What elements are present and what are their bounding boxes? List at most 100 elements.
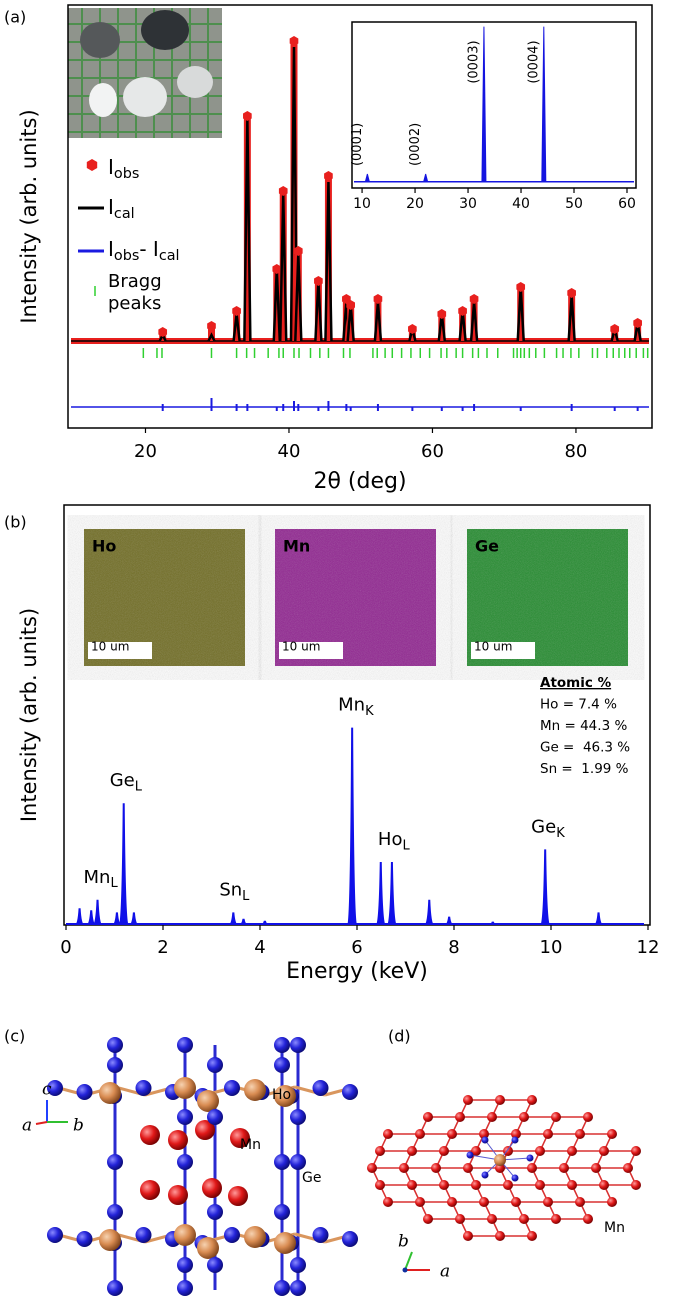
atom — [519, 1214, 529, 1224]
atom — [527, 1163, 537, 1173]
subscript: K — [365, 704, 374, 719]
obs-point — [610, 324, 620, 334]
obs-point — [437, 309, 447, 319]
panel-label: (b) — [4, 513, 27, 532]
legend-swatch — [86, 159, 98, 171]
spectrum-peak — [92, 899, 103, 925]
atom — [607, 1129, 617, 1139]
atom — [535, 1146, 545, 1156]
atom — [168, 1130, 188, 1150]
x-axis-title: 2θ (deg) — [313, 469, 406, 494]
spectrum-peak — [259, 920, 270, 925]
atom — [177, 1109, 193, 1125]
subscript: L — [135, 779, 143, 794]
atom — [290, 1280, 306, 1296]
atom — [471, 1180, 481, 1190]
spectrum-peak — [540, 849, 551, 925]
atom — [140, 1125, 160, 1145]
legend-label: Ical — [108, 195, 135, 223]
atom — [527, 1231, 537, 1241]
atom — [197, 1237, 219, 1259]
atom — [399, 1163, 409, 1173]
atom — [244, 1079, 266, 1101]
scale-bar — [471, 642, 535, 659]
spectrum-peak — [238, 918, 249, 925]
text-part: Sn — [219, 879, 242, 900]
atom — [527, 1095, 537, 1105]
axis-arrow — [404, 1251, 413, 1271]
obs-point — [272, 264, 282, 274]
atom — [599, 1146, 609, 1156]
atom — [575, 1197, 585, 1207]
atom-label: Ho — [272, 1087, 291, 1103]
atom — [177, 1280, 193, 1296]
atom — [551, 1112, 561, 1122]
map-label: Ge — [475, 537, 499, 556]
axis-label: a — [22, 1116, 32, 1136]
spectrum-peak — [593, 912, 604, 925]
atom — [312, 1227, 329, 1243]
legend-label: Bragg — [108, 271, 162, 292]
atom — [207, 1109, 223, 1125]
atom — [244, 1226, 266, 1248]
obs-point — [158, 327, 168, 337]
legend-label: Iobs — [108, 155, 139, 183]
composition-line: Atomic % — [540, 675, 612, 691]
x-tick-label: 20 — [134, 441, 157, 462]
atom — [623, 1163, 633, 1173]
atom — [207, 1204, 223, 1220]
text-part: Ge — [531, 816, 556, 837]
x-tick-label: 12 — [637, 937, 660, 958]
atom — [466, 1151, 474, 1159]
peak-label: (0001) — [350, 123, 365, 166]
atom — [423, 1214, 433, 1224]
map-label: Ho — [92, 537, 116, 556]
atom — [575, 1129, 585, 1139]
text-part: I — [108, 155, 114, 179]
atom — [107, 1280, 123, 1296]
atom — [99, 1229, 121, 1251]
x-axis-title: Energy (keV) — [286, 959, 428, 984]
plot-frame — [67, 4, 653, 429]
spectrum-peak — [86, 910, 97, 925]
obs-point — [408, 324, 417, 334]
obs-point — [373, 294, 383, 304]
atom — [207, 1257, 223, 1273]
inset-peak — [541, 26, 547, 183]
obs-point — [633, 318, 642, 328]
atom — [230, 1128, 250, 1148]
x-tick-label: 20 — [406, 196, 424, 212]
atom — [177, 1257, 193, 1273]
atom — [274, 1154, 290, 1170]
obs-point — [346, 300, 356, 310]
atom — [463, 1163, 473, 1173]
x-tick-label: 4 — [254, 937, 265, 958]
panel-label: (d) — [388, 1027, 411, 1046]
subscript: L — [242, 888, 250, 903]
obs-point — [278, 186, 288, 196]
atom — [407, 1146, 417, 1156]
atom — [224, 1080, 240, 1096]
x-tick-label: 50 — [565, 196, 583, 212]
atom — [511, 1197, 521, 1207]
atom — [342, 1084, 358, 1100]
atom — [342, 1231, 358, 1247]
y-axis-title: Intensity (arb. units) — [17, 608, 41, 822]
atom — [107, 1204, 123, 1220]
x-tick-label: 40 — [512, 196, 530, 212]
spectrum-peak — [444, 916, 455, 925]
atom — [224, 1227, 240, 1243]
subscript: cal — [159, 248, 180, 264]
obs-point — [207, 321, 216, 331]
composition-line: Ge = 46.3 % — [540, 740, 630, 756]
peak-label: MnL — [84, 867, 119, 891]
atom — [290, 1037, 306, 1053]
scale-bar-label: 10 um — [282, 640, 320, 654]
atom — [519, 1112, 529, 1122]
atom — [107, 1154, 123, 1170]
atom — [177, 1037, 193, 1053]
y-axis-title: Intensity (arb. units) — [17, 109, 41, 323]
inset-peak — [481, 26, 487, 183]
atom — [439, 1180, 449, 1190]
atom — [447, 1129, 457, 1139]
